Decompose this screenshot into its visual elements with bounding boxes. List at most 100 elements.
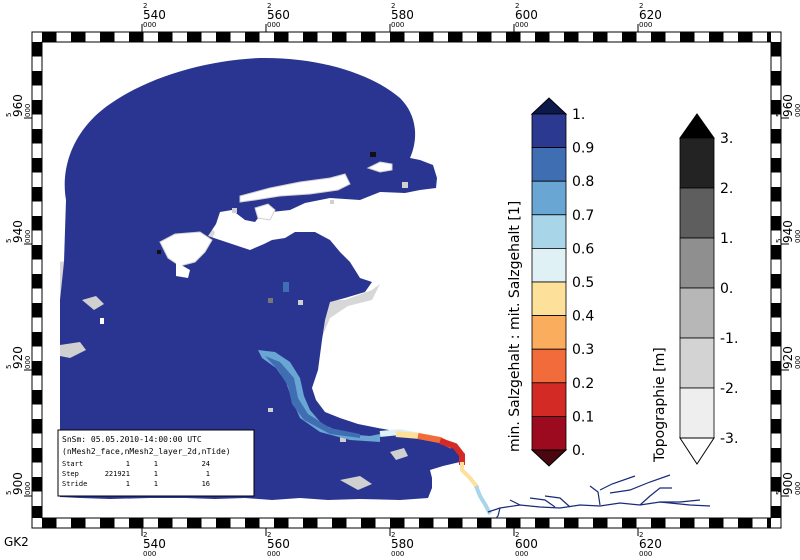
frame-segment xyxy=(172,32,187,42)
frame-segment xyxy=(32,71,42,86)
info-row-value: 221921 xyxy=(105,470,130,478)
frame-segment xyxy=(723,32,738,42)
info-row-label: Step xyxy=(62,470,79,478)
topography-colorbar-label: 2. xyxy=(720,181,733,197)
frame-segment xyxy=(771,216,781,231)
frame-segment xyxy=(404,32,419,42)
frame-segment xyxy=(549,32,564,42)
frame-segment xyxy=(771,375,781,390)
frame-segment xyxy=(32,448,42,463)
frame-segment xyxy=(771,172,781,187)
river-salinity-gradient xyxy=(379,428,492,515)
frame-segment xyxy=(771,404,781,419)
water-body xyxy=(60,57,462,500)
frame-segment xyxy=(771,303,781,318)
info-row-value: 1 xyxy=(154,470,158,478)
salinity-colorbar-label: 0.9 xyxy=(572,141,594,157)
frame-segment xyxy=(32,274,42,289)
svg-text:920: 920 xyxy=(781,346,795,369)
frame-segment xyxy=(771,201,781,216)
salinity-colorbar-box xyxy=(531,247,567,283)
svg-text:000: 000 xyxy=(24,356,32,369)
info-row-value: 16 xyxy=(202,480,210,488)
frame-segment xyxy=(771,390,781,405)
salinity-colorbar-label: 0. xyxy=(572,443,585,459)
frame-segment xyxy=(32,114,42,129)
frame-segment xyxy=(187,32,202,42)
info-box-line1: SnSm: 05.05.2010-14:00:00 UTC xyxy=(62,435,202,444)
frame-segment xyxy=(771,361,781,376)
x-tick-prefix: 2 xyxy=(267,2,271,10)
frame-segment xyxy=(32,56,42,71)
frame-segment xyxy=(535,32,550,42)
frame-segment xyxy=(245,518,260,528)
frame-segment xyxy=(404,518,419,528)
salinity-colorbar-box xyxy=(531,415,567,451)
frame-segment xyxy=(709,518,724,528)
x-tick-prefix: 2 xyxy=(391,2,395,10)
frame-segment xyxy=(274,518,289,528)
frame-segment xyxy=(32,201,42,216)
frame-segment xyxy=(771,100,781,115)
svg-text:920: 920 xyxy=(11,346,25,369)
x-tick-suffix: 000 xyxy=(391,21,404,29)
frame-segment xyxy=(771,288,781,303)
svg-text:000: 000 xyxy=(24,230,32,243)
salinity-colorbar-label: 0.5 xyxy=(572,275,594,291)
topography-colorbar-box xyxy=(679,337,715,389)
projection-label: GK2 xyxy=(4,535,29,549)
salinity-colorbar-label: 0.7 xyxy=(572,208,594,224)
frame-segment xyxy=(361,518,376,528)
info-box: SnSm: 05.05.2010-14:00:00 UTC (nMesh2_fa… xyxy=(57,429,255,497)
x-tick-value: 580 xyxy=(391,537,414,551)
frame-segment xyxy=(32,317,42,332)
info-row-value: 1 xyxy=(154,480,158,488)
frame-segment xyxy=(520,518,535,528)
salinity-colorbar-label: 0.2 xyxy=(572,376,594,392)
topography-colorbar-over-triangle xyxy=(679,113,715,139)
frame-segment xyxy=(771,274,781,289)
salinity-colorbar-boxes xyxy=(531,113,567,451)
svg-text:5: 5 xyxy=(5,491,13,495)
topography-colorbar-box xyxy=(679,137,715,189)
frame-segment xyxy=(752,32,767,42)
frame-segment xyxy=(42,32,57,42)
x-tick-suffix: 000 xyxy=(639,21,652,29)
x-tick-value: 600 xyxy=(515,537,538,551)
frame-segment xyxy=(187,518,202,528)
frame-segment xyxy=(32,375,42,390)
frame-segment xyxy=(771,346,781,361)
salinity-colorbar-label: 0.3 xyxy=(572,342,594,358)
frame-segment xyxy=(245,32,260,42)
frame-segment xyxy=(201,518,216,528)
frame-segment xyxy=(32,433,42,448)
x-tick-prefix: 2 xyxy=(639,2,643,10)
map-area xyxy=(60,57,711,519)
svg-text:940: 940 xyxy=(781,220,795,243)
svg-text:5: 5 xyxy=(775,365,783,369)
frame-segment xyxy=(771,56,781,71)
salinity-colorbar-box xyxy=(531,315,567,350)
x-tick-value: 620 xyxy=(639,8,662,22)
frame-segment xyxy=(593,32,608,42)
salinity-colorbar-title: min. Salzgehalt : mit. Salzgehalt [1] xyxy=(507,201,523,452)
x-tick-value: 540 xyxy=(143,8,166,22)
frame-segment xyxy=(771,71,781,86)
x-tick-suffix: 000 xyxy=(391,550,404,558)
frame-segment xyxy=(288,32,303,42)
frame-segment xyxy=(114,518,129,528)
frame-segment xyxy=(771,332,781,347)
outer-ticks xyxy=(24,24,789,536)
svg-text:000: 000 xyxy=(794,104,800,117)
salinity-colorbar-label: 0.6 xyxy=(572,241,594,257)
x-tick-prefix: 2 xyxy=(515,2,519,10)
x-tick-prefix: 2 xyxy=(515,531,519,539)
x-tick-value: 560 xyxy=(267,537,290,551)
frame-segment xyxy=(303,32,318,42)
frame-segment xyxy=(752,518,767,528)
